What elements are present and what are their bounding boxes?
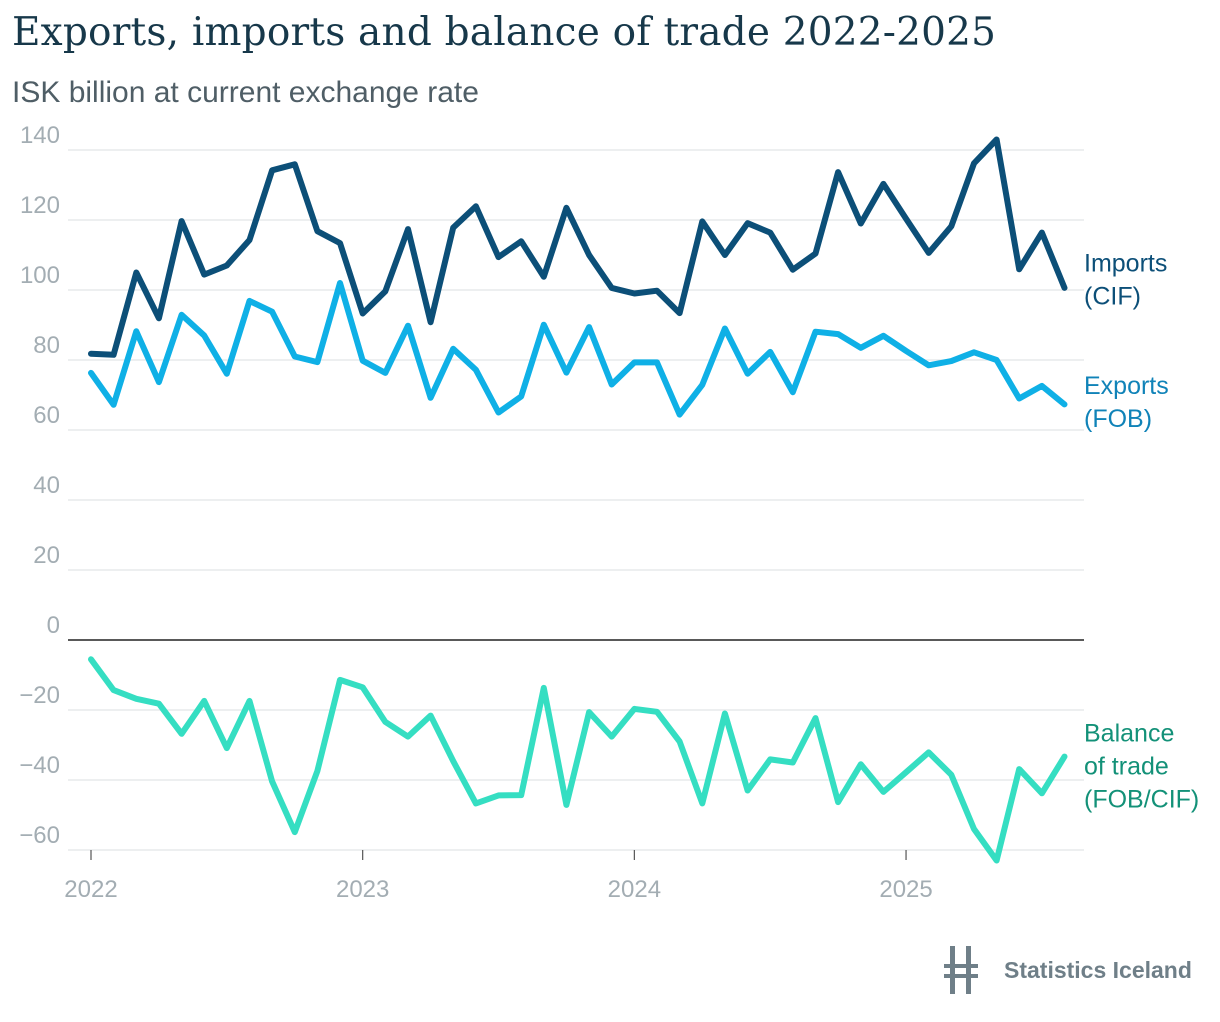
y-tick-label: 80 <box>33 332 60 359</box>
y-tick-label: −60 <box>19 822 60 849</box>
series-line-1 <box>88 280 1068 418</box>
y-tick-label: −20 <box>19 682 60 709</box>
statistics-iceland-logo-text: Statistics Iceland <box>1004 956 1192 983</box>
series-label-0: (CIF) <box>1084 282 1141 310</box>
series-lines <box>88 136 1068 864</box>
series-label-2: of trade <box>1084 753 1169 781</box>
chart-subtitle: ISK billion at current exchange rate <box>12 76 479 109</box>
statistics-iceland-logo[interactable]: Statistics Iceland <box>944 944 1192 996</box>
series-labels: Imports (CIF) Exports (FOB) Balance of trade (… <box>1084 249 1199 813</box>
y-tick-label: 40 <box>33 472 60 499</box>
series-line-0 <box>88 136 1068 358</box>
grid-lines <box>68 149 1084 851</box>
y-tick-label: 100 <box>20 262 60 289</box>
x-tick-label: 2025 <box>879 876 932 903</box>
y-tick-label: 140 <box>20 122 60 149</box>
series-label-1: Exports <box>1084 372 1169 400</box>
y-tick-label: 0 <box>47 612 60 639</box>
y-tick-label: 60 <box>33 402 60 429</box>
series-line-2 <box>88 656 1068 864</box>
x-axis-ticks: 2022 2023 2024 2025 <box>64 850 933 903</box>
x-tick-label: 2022 <box>64 876 117 903</box>
series-label-2: Balance <box>1084 720 1174 748</box>
series-label-1: (FOB) <box>1084 405 1152 433</box>
y-tick-label: 20 <box>33 542 60 569</box>
y-tick-label: −40 <box>19 752 60 779</box>
y-axis-tick-labels: 140 120 100 80 60 40 20 0 −20 −40 −60 <box>19 122 60 849</box>
x-tick-label: 2023 <box>336 876 389 903</box>
series-label-0: Imports <box>1084 249 1167 277</box>
y-tick-label: 120 <box>20 192 60 219</box>
series-label-2: (FOB/CIF) <box>1084 786 1199 814</box>
chart-title: Exports, imports and balance of trade 20… <box>12 10 997 55</box>
x-tick-label: 2024 <box>608 876 661 903</box>
statistics-iceland-logo-icon <box>944 946 978 994</box>
